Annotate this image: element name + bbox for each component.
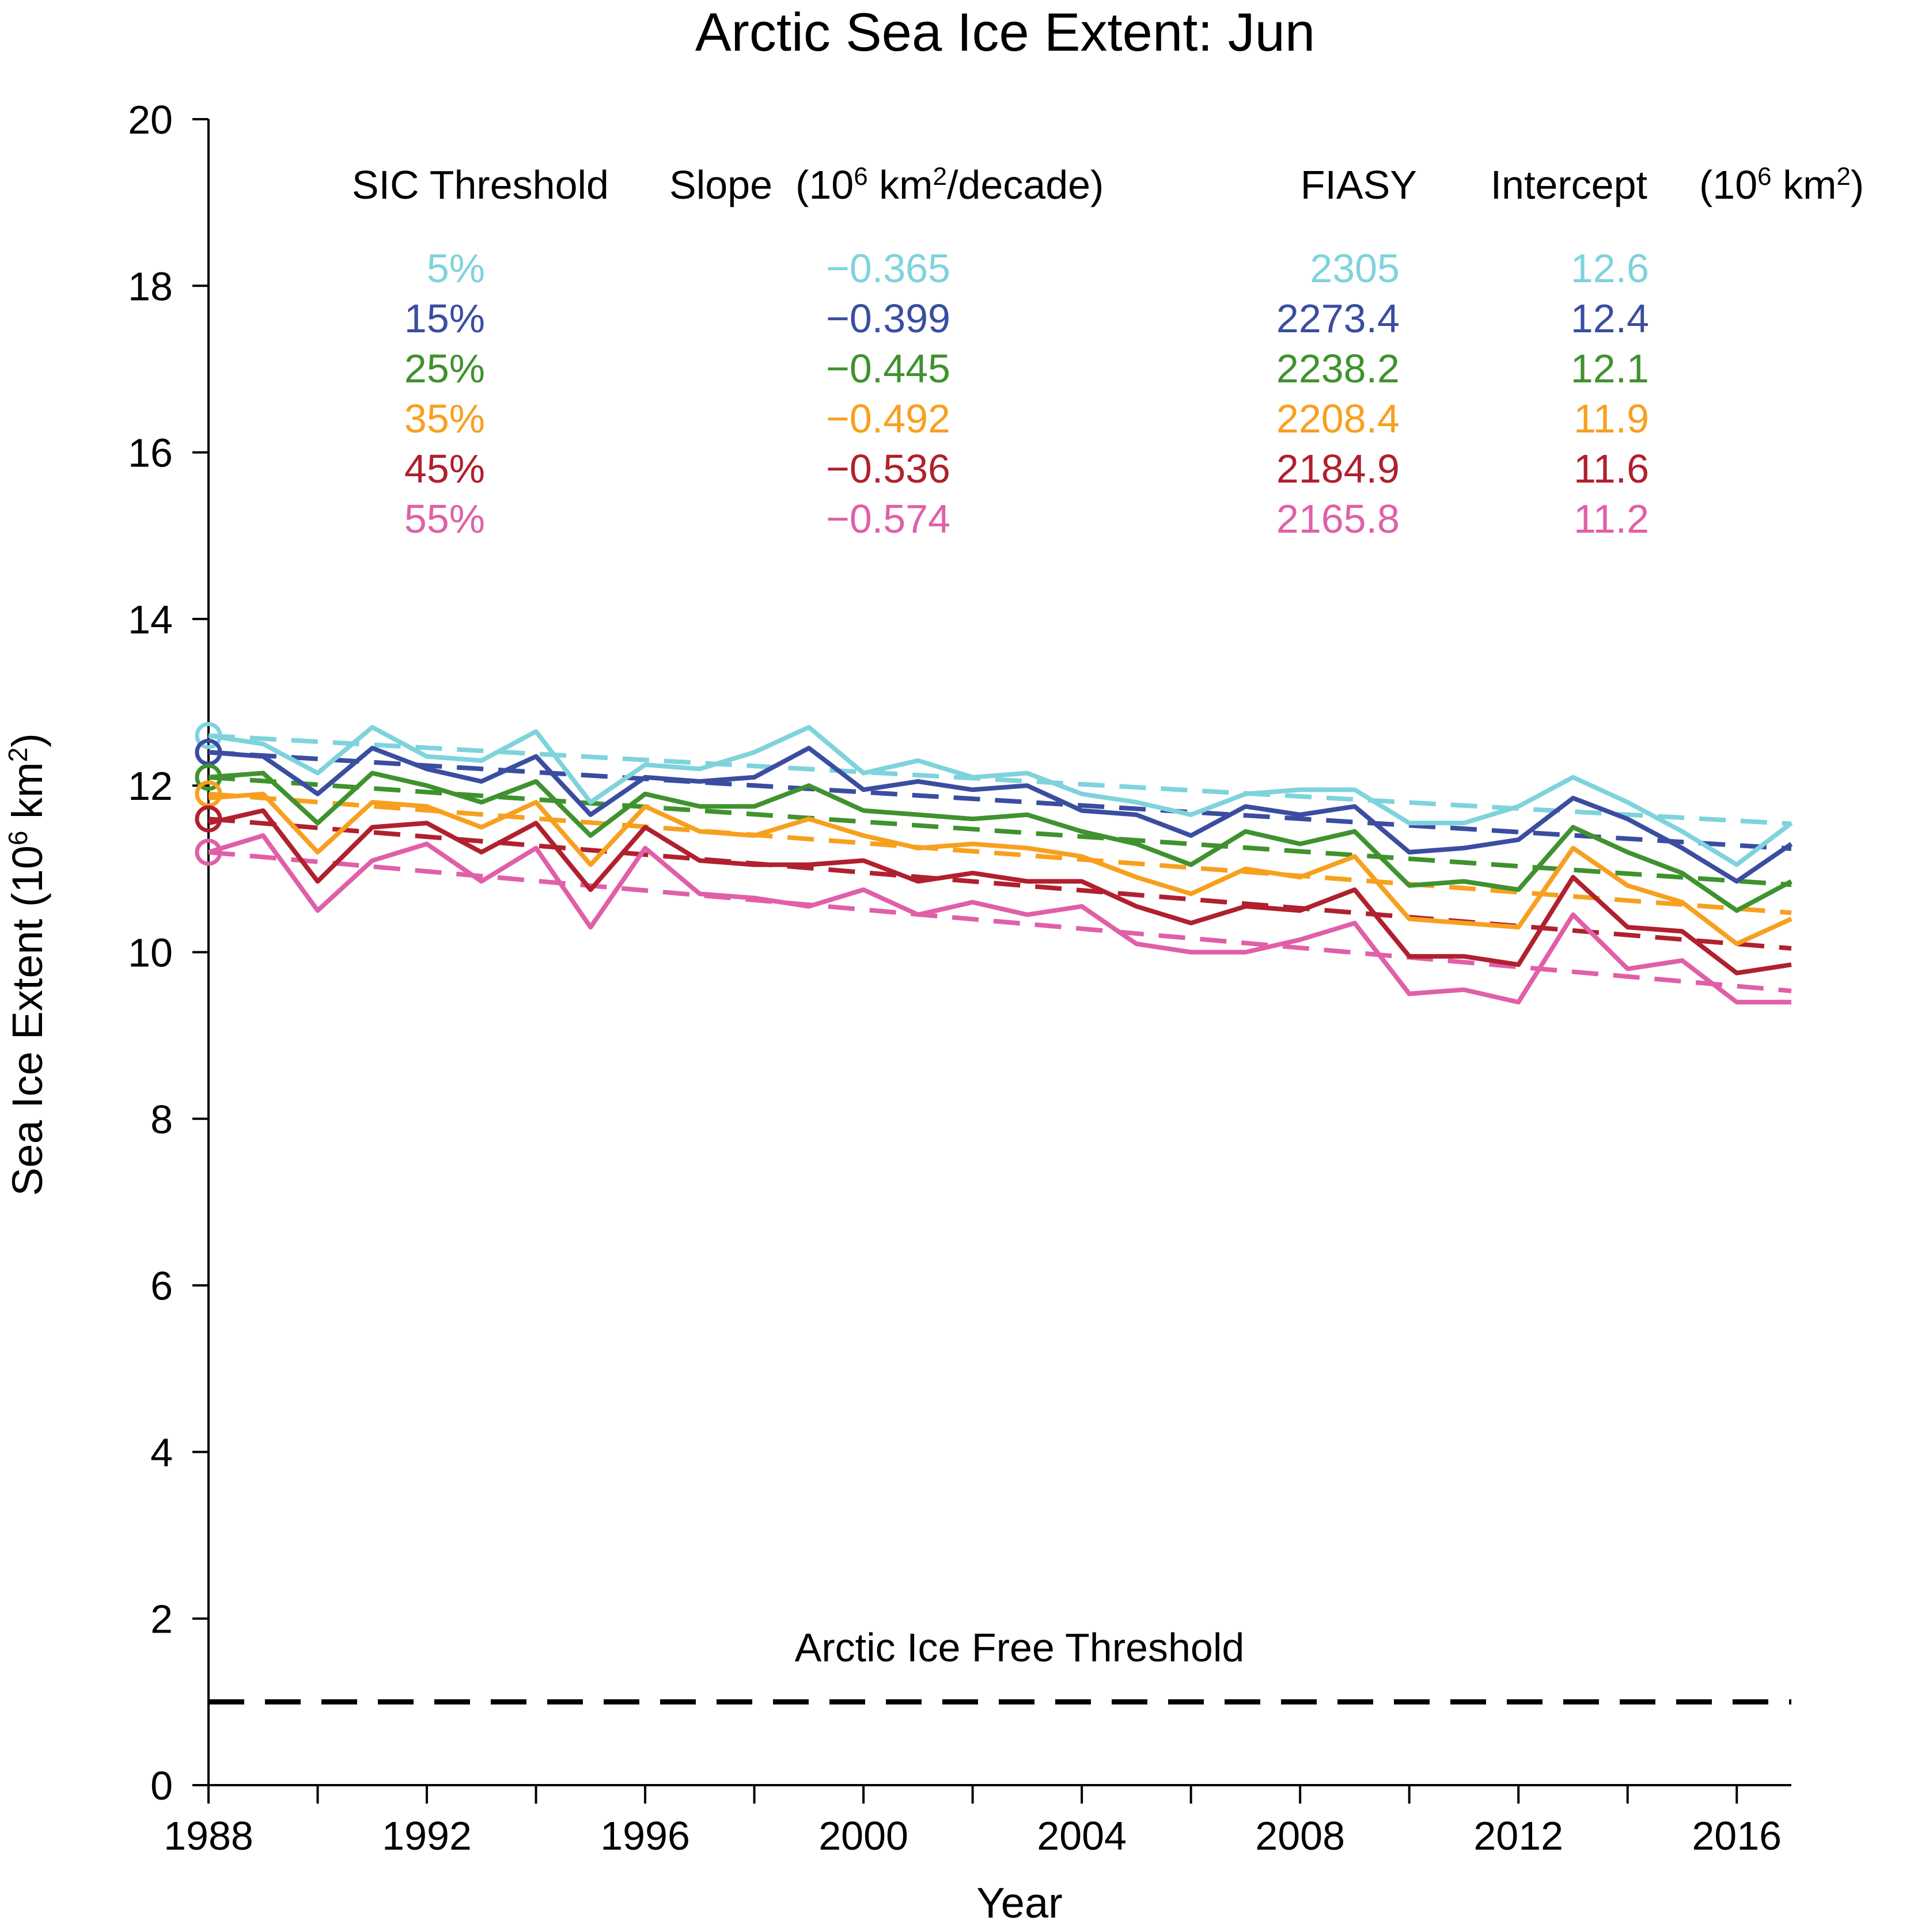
row-fiasy: 2184.9 — [1276, 446, 1400, 491]
y-tick-label: 6 — [150, 1263, 173, 1308]
trend-line-25pct — [208, 775, 1792, 887]
series-line-15pct — [208, 746, 1793, 884]
header-intercept-units: (106 km2) — [1699, 162, 1864, 207]
annotation-row: 55% −0.574 2165.8 11.2 — [404, 496, 1649, 541]
x-tick-label: 2004 — [1037, 1813, 1127, 1858]
row-threshold: 35% — [404, 396, 485, 441]
row-threshold: 5% — [427, 246, 485, 291]
row-slope: −0.574 — [826, 496, 950, 541]
row-threshold: 25% — [404, 346, 485, 391]
row-intercept: 12.1 — [1571, 346, 1649, 391]
annotation-row: 35% −0.492 2208.4 11.9 — [404, 396, 1649, 441]
row-slope: −0.445 — [826, 346, 950, 391]
y-tick-label: 12 — [128, 764, 173, 809]
y-tick-label: 14 — [128, 597, 173, 642]
row-fiasy: 2273.4 — [1276, 296, 1400, 341]
ice-free-threshold: Arctic Ice Free Threshold — [209, 1625, 1791, 1705]
axes: 0 2 4 6 8 10 12 14 16 18 20 1988 1992 1996 2000 2004 200… — [128, 97, 1791, 1858]
y-tick-label: 0 — [150, 1763, 173, 1808]
x-tick-label: 1992 — [382, 1813, 472, 1858]
ice-free-threshold-label: Arctic Ice Free Threshold — [795, 1625, 1245, 1670]
annotation-row: 15% −0.399 2273.4 12.4 — [404, 296, 1649, 341]
y-tick-label: 8 — [150, 1097, 173, 1142]
x-tick-label: 2008 — [1255, 1813, 1345, 1858]
x-tick-label: 2016 — [1692, 1813, 1782, 1858]
row-fiasy: 2165.8 — [1276, 496, 1400, 541]
header-sic-threshold: SIC Threshold — [352, 162, 609, 207]
row-threshold: 15% — [404, 296, 485, 341]
trend-line-5pct — [208, 733, 1792, 826]
intercept-marker-45pct — [195, 805, 222, 833]
y-tick-label: 4 — [150, 1430, 173, 1475]
trend-line-15pct — [208, 750, 1792, 851]
row-threshold: 45% — [404, 446, 485, 491]
series-line-5pct — [208, 724, 1793, 867]
series-line-35pct — [208, 791, 1792, 946]
header-intercept: Intercept — [1491, 162, 1647, 207]
y-axis-label: Sea Ice Extent (106 km2) — [3, 733, 51, 1196]
row-slope: −0.365 — [826, 246, 950, 291]
annotation-row: 5% −0.365 2305 12.6 — [427, 246, 1649, 291]
row-slope: −0.492 — [826, 396, 950, 441]
row-threshold: 55% — [404, 496, 485, 541]
row-slope: −0.536 — [826, 446, 950, 491]
row-intercept: 11.6 — [1574, 446, 1649, 491]
chart-title: Arctic Sea Ice Extent: Jun — [695, 2, 1315, 62]
annotation-rows: 5% −0.365 2305 12.6 15% −0.399 2273.4 12.4 25% −0… — [404, 246, 1649, 541]
series-line-25pct — [208, 770, 1792, 913]
data-series — [195, 722, 1793, 1005]
annotation-row: 45% −0.536 2184.9 11.6 — [404, 446, 1649, 491]
intercept-marker-5pct — [195, 722, 222, 749]
row-fiasy: 2305 — [1310, 246, 1400, 291]
header-slope: Slope (106 km2/decade) — [669, 162, 1104, 207]
x-tick-label: 2012 — [1473, 1813, 1563, 1858]
row-intercept: 12.6 — [1571, 246, 1649, 291]
annotation-headers: SIC Threshold Slope (106 km2/decade) FIAS… — [352, 162, 1864, 207]
y-tick-label: 16 — [128, 431, 173, 476]
row-intercept: 11.9 — [1574, 396, 1649, 441]
y-tick-label: 10 — [128, 931, 173, 976]
row-intercept: 12.4 — [1571, 296, 1649, 341]
row-fiasy: 2238.2 — [1276, 346, 1400, 391]
row-fiasy: 2208.4 — [1276, 396, 1400, 441]
series-line-55pct — [207, 833, 1791, 1005]
row-intercept: 11.2 — [1574, 496, 1649, 541]
series-line-45pct — [208, 808, 1792, 976]
intercept-marker-25pct — [195, 764, 222, 791]
y-tick-label: 20 — [128, 97, 173, 142]
row-slope: −0.399 — [826, 296, 950, 341]
trend-line-45pct — [208, 817, 1792, 951]
x-tick-label: 1996 — [600, 1813, 690, 1858]
annotation-row: 25% −0.445 2238.2 12.1 — [404, 346, 1649, 391]
y-tick-label: 2 — [150, 1597, 173, 1642]
y-tick-label: 18 — [128, 264, 173, 309]
header-fiasy: FIASY — [1301, 162, 1417, 207]
intercept-marker-55pct — [195, 838, 222, 866]
trend-line-35pct — [208, 791, 1792, 916]
x-tick-label: 1988 — [164, 1813, 253, 1858]
x-tick-label: 2000 — [818, 1813, 908, 1858]
x-axis-label: Year — [976, 1879, 1063, 1927]
